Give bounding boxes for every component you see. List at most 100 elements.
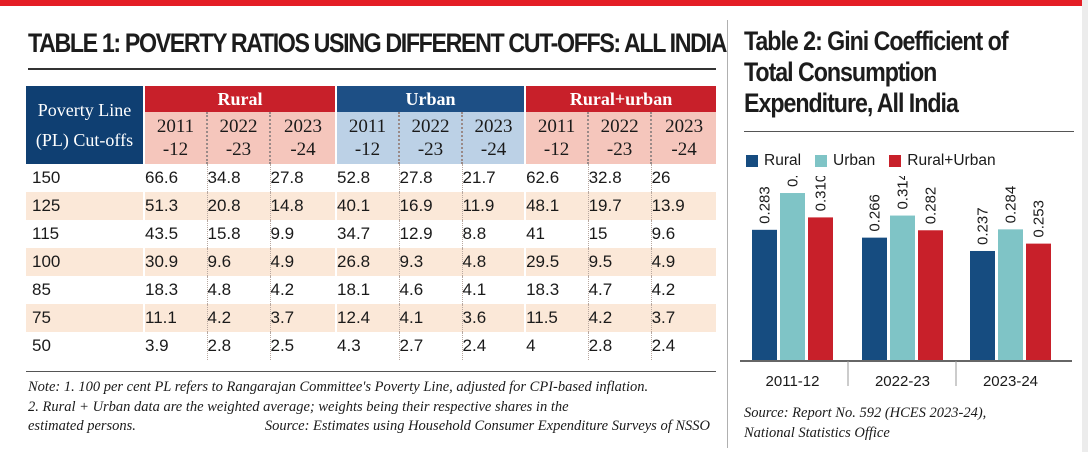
table-cell: 2.4 bbox=[461, 332, 526, 360]
year-header: 2011 -12 bbox=[144, 112, 208, 164]
table-cell: 3.6 bbox=[461, 304, 526, 332]
table-cell: 4.1 bbox=[461, 276, 526, 304]
table-cell: 66.6 bbox=[143, 164, 207, 192]
table2-title-rule bbox=[744, 131, 1074, 132]
x-tick-label: 2023-24 bbox=[983, 373, 1038, 390]
table-cell: 9.3 bbox=[398, 248, 463, 276]
table-cell: 4.8 bbox=[206, 276, 270, 304]
table-cell: 18.3 bbox=[143, 276, 207, 304]
legend-label-rural-urban: Rural+Urban bbox=[907, 152, 996, 169]
table1-title-rule bbox=[28, 68, 716, 70]
legend-label-rural: Rural bbox=[764, 152, 802, 169]
legend-label-urban: Urban bbox=[833, 152, 876, 169]
note-line-1: Note: 1. 100 per cent PL refers to Ranga… bbox=[28, 379, 649, 395]
table-cell: 4.2 bbox=[269, 276, 337, 304]
group-header-urban: Urban bbox=[336, 86, 527, 112]
table-row: 75 11.1 4.2 3.7 12.4 4.1 3.6 11.5 4.2 3.7 bbox=[26, 304, 717, 332]
table-cell: 20.8 bbox=[206, 192, 270, 220]
table-cell: 14.8 bbox=[269, 192, 337, 220]
table-cell: 3.9 bbox=[143, 332, 207, 360]
bar-data-label: 0.253 bbox=[1031, 200, 1048, 238]
table-cell: 41 bbox=[524, 220, 589, 248]
bar-rural-2022-23 bbox=[862, 237, 887, 360]
table1-bottom-rule bbox=[26, 371, 716, 372]
table-cell: 4.7 bbox=[587, 276, 652, 304]
table-cell: 51.3 bbox=[143, 192, 207, 220]
table-cell: 4.9 bbox=[650, 248, 717, 276]
legend-item-rural-urban: Rural+Urban bbox=[889, 152, 996, 170]
table-cell: 8.8 bbox=[461, 220, 526, 248]
poverty-ratio-table: Poverty Line (PL) Cut-offs Rural Urban R… bbox=[26, 86, 717, 360]
table-cell: 62.6 bbox=[524, 164, 589, 192]
pl-header-line2: (PL) Cut-offs bbox=[35, 130, 134, 150]
x-tick-label: 2011-12 bbox=[766, 373, 820, 390]
table-cell: 21.7 bbox=[461, 164, 526, 192]
year-header: 2023 -24 bbox=[270, 112, 338, 164]
legend-item-rural: Rural bbox=[746, 152, 801, 170]
bar-urban-2023-24 bbox=[998, 229, 1023, 360]
gini-bar-chart: 0.283 0.363 0.310 2011-12 0.266 0.314 0.282 202… bbox=[740, 176, 1072, 390]
bar-data-label: 0.314 bbox=[895, 176, 912, 210]
table-cell: 18.1 bbox=[335, 276, 400, 304]
table-row: 100 30.9 9.6 4.9 26.8 9.3 4.8 29.5 9.5 4.9 bbox=[26, 248, 717, 276]
table2-source-line2: National Statistics Office bbox=[744, 425, 890, 441]
table-row: 85 18.3 4.8 4.2 18.1 4.6 4.1 18.3 4.7 4.2 bbox=[26, 276, 717, 304]
table-cell: 13.9 bbox=[650, 192, 717, 220]
bar-rural-urban-2023-24 bbox=[1026, 243, 1051, 360]
bar-rural-urban-2011-12 bbox=[808, 217, 833, 360]
table-cell: 15.8 bbox=[206, 220, 270, 248]
year-header: 2011 -12 bbox=[336, 112, 401, 164]
table-cell: 4.2 bbox=[650, 276, 717, 304]
table-cell: 2.4 bbox=[650, 332, 717, 360]
right-edge-strip bbox=[1082, 0, 1088, 452]
group-header-rural: Rural bbox=[144, 86, 338, 112]
table-cell: 9.5 bbox=[587, 248, 652, 276]
year-header: 2011 -12 bbox=[525, 112, 590, 164]
table-cell: 3.7 bbox=[650, 304, 717, 332]
table-cell: 43.5 bbox=[143, 220, 207, 248]
pl-header-cell: Poverty Line (PL) Cut-offs bbox=[26, 86, 145, 164]
table-cell: 11.9 bbox=[461, 192, 526, 220]
table-cell: 4.2 bbox=[587, 304, 652, 332]
table-cell: 12.4 bbox=[335, 304, 400, 332]
table-cell: 34.8 bbox=[206, 164, 270, 192]
table1-title: TABLE 1: POVERTY RATIOS USING DIFFERENT … bbox=[28, 28, 727, 58]
table-cell: 12.9 bbox=[398, 220, 463, 248]
table-cell: 52.8 bbox=[335, 164, 400, 192]
table-cell: 4 bbox=[524, 332, 589, 360]
year-header: 2022 -23 bbox=[207, 112, 271, 164]
bar-rural-urban-2022-23 bbox=[918, 230, 943, 360]
table-cell: 48.1 bbox=[524, 192, 589, 220]
table1-note: Note: 1. 100 per cent PL refers to Ranga… bbox=[28, 378, 718, 437]
x-tick-label: 2022-23 bbox=[875, 373, 930, 390]
table-cell: 2.8 bbox=[206, 332, 270, 360]
table-cell: 30.9 bbox=[143, 248, 207, 276]
bar-data-label: 0.284 bbox=[1003, 186, 1020, 224]
pl-cutoff-cell: 85 bbox=[32, 280, 51, 299]
table-cell: 4.6 bbox=[398, 276, 463, 304]
table-cell: 11.1 bbox=[143, 304, 207, 332]
bar-data-label: 0.266 bbox=[867, 194, 884, 232]
table-cell: 26 bbox=[650, 164, 717, 192]
bar-urban-2022-23 bbox=[890, 215, 915, 360]
legend-swatch-rural-urban bbox=[889, 155, 902, 167]
table-cell: 18.3 bbox=[524, 276, 589, 304]
table-cell: 27.8 bbox=[269, 164, 337, 192]
year-header: 2023 -24 bbox=[651, 112, 717, 164]
pl-cutoff-cell: 75 bbox=[26, 304, 144, 332]
table-cell: 3.7 bbox=[269, 304, 337, 332]
bar-rural-2011-12 bbox=[752, 229, 777, 360]
table-cell: 2.7 bbox=[398, 332, 463, 360]
pl-cutoff-cell: 125 bbox=[26, 192, 144, 220]
table-cell: 9.9 bbox=[269, 220, 337, 248]
table-cell: 4.8 bbox=[461, 248, 526, 276]
column-divider bbox=[727, 20, 728, 448]
bar-data-label: 0.363 bbox=[785, 176, 802, 187]
table-cell: 19.7 bbox=[587, 192, 652, 220]
legend-swatch-rural bbox=[746, 155, 758, 167]
table-row: 115 43.5 15.8 9.9 34.7 12.9 8.8 41 15 9.6 bbox=[26, 220, 717, 248]
table-cell: 27.8 bbox=[398, 164, 463, 192]
chart-legend: Rural Urban Rural+Urban bbox=[746, 152, 1010, 170]
pl-header-line1: Poverty Line bbox=[37, 100, 132, 120]
top-accent-strip bbox=[0, 0, 1088, 6]
